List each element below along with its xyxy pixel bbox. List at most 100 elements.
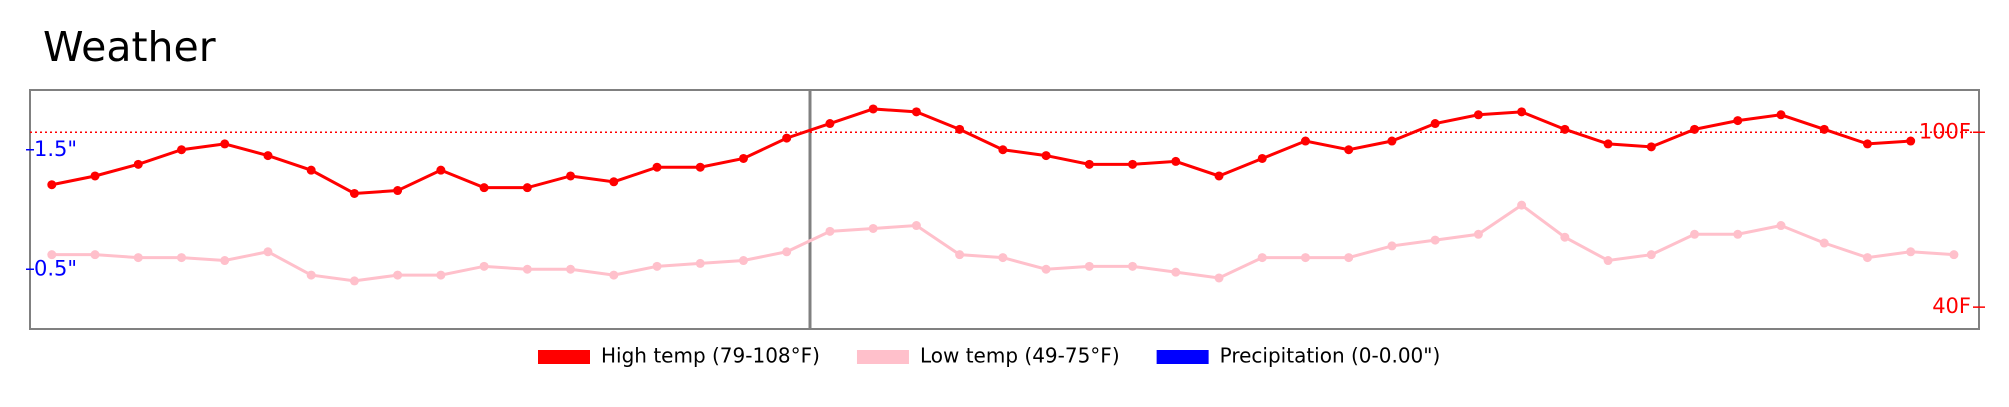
- point: [263, 247, 273, 257]
- point: [1862, 253, 1872, 263]
- line: [51, 107, 1911, 195]
- point: [868, 104, 878, 114]
- point: [522, 183, 532, 193]
- point: [1906, 136, 1916, 146]
- point: [955, 250, 965, 260]
- plot-frame: [29, 89, 1980, 330]
- point: [133, 253, 143, 263]
- line: [51, 203, 1955, 283]
- point: [998, 253, 1008, 263]
- point: [652, 162, 662, 172]
- point: [1387, 136, 1397, 146]
- legend-swatch: [538, 350, 590, 364]
- point: [1171, 267, 1181, 277]
- point: [566, 171, 576, 181]
- point: [1344, 253, 1354, 263]
- point: [998, 145, 1008, 155]
- point: [349, 276, 359, 286]
- legend-swatch: [1156, 350, 1209, 364]
- point: [652, 261, 662, 271]
- point: [1733, 116, 1743, 126]
- point: [522, 264, 532, 274]
- point: [1862, 139, 1872, 149]
- point: [1690, 229, 1700, 239]
- point: [1733, 229, 1743, 239]
- point: [1084, 261, 1094, 271]
- point: [1776, 110, 1786, 120]
- point: [133, 159, 143, 169]
- point: [1300, 253, 1310, 263]
- point: [349, 188, 359, 198]
- point: [738, 153, 748, 163]
- point: [1473, 229, 1483, 239]
- y2-tick-label: 1.5": [34, 137, 77, 161]
- point: [1603, 139, 1613, 149]
- point: [1603, 256, 1613, 266]
- point: [90, 171, 100, 181]
- point: [1646, 250, 1656, 260]
- point: [1560, 232, 1570, 242]
- point: [306, 165, 316, 175]
- legend-label: Low temp (49-75°F): [920, 344, 1120, 368]
- point: [1473, 110, 1483, 120]
- point: [609, 177, 619, 187]
- point: [782, 247, 792, 257]
- point: [1214, 273, 1224, 283]
- point: [47, 250, 57, 260]
- point: [1128, 159, 1138, 169]
- point: [436, 165, 446, 175]
- point: [609, 270, 619, 280]
- point: [1300, 136, 1310, 146]
- point: [1084, 159, 1094, 169]
- point: [911, 221, 921, 231]
- point: [220, 256, 230, 266]
- point: [220, 139, 230, 149]
- point: [1430, 119, 1440, 129]
- point: [695, 258, 705, 268]
- point: [1517, 107, 1527, 117]
- point: [393, 186, 403, 196]
- point: [825, 119, 835, 129]
- point: [479, 261, 489, 271]
- point: [695, 162, 705, 172]
- point: [306, 270, 316, 280]
- legend-label: High temp (79-108°F): [601, 344, 820, 368]
- point: [1257, 253, 1267, 263]
- point: [738, 256, 748, 266]
- point: [868, 223, 878, 233]
- point: [1214, 171, 1224, 181]
- point: [263, 151, 273, 161]
- point: [1171, 156, 1181, 166]
- point: [1041, 151, 1051, 161]
- point: [911, 107, 921, 117]
- point: [1517, 200, 1527, 210]
- legend-label: Precipitation (0-0.00"): [1220, 344, 1441, 368]
- point: [1257, 153, 1267, 163]
- point: [1430, 235, 1440, 245]
- point: [566, 264, 576, 274]
- legend-swatch: [856, 350, 909, 364]
- point: [47, 180, 57, 190]
- point: [1906, 247, 1916, 257]
- chart-title: Weather: [43, 23, 216, 71]
- point: [782, 133, 792, 143]
- point: [1344, 145, 1354, 155]
- point: [1387, 241, 1397, 251]
- point: [1776, 221, 1786, 231]
- point: [1819, 238, 1829, 248]
- point: [1949, 250, 1959, 260]
- y-tick-label: 40F: [1932, 294, 1971, 318]
- point: [1819, 124, 1829, 134]
- y2-tick-label: 0.5": [34, 256, 77, 280]
- point: [1128, 261, 1138, 271]
- point: [1560, 124, 1570, 134]
- point: [436, 270, 446, 280]
- point: [176, 253, 186, 263]
- point: [1690, 124, 1700, 134]
- point: [90, 250, 100, 260]
- point: [825, 226, 835, 236]
- point: [176, 145, 186, 155]
- point: [955, 124, 965, 134]
- point: [479, 183, 489, 193]
